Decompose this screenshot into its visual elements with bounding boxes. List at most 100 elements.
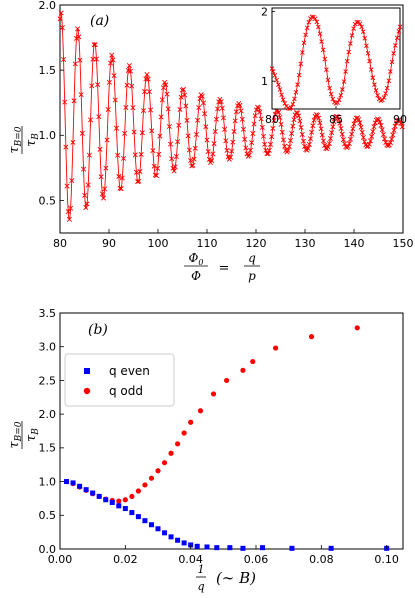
- legend-label-q-even: q even: [109, 364, 150, 378]
- panel-a-data: [57, 10, 405, 222]
- inset-point: [288, 105, 294, 110]
- x-tick-label: 90: [102, 237, 116, 250]
- panel-a-point: [310, 123, 316, 129]
- panel-a-point: [279, 129, 285, 135]
- panel-a-point: [110, 57, 116, 63]
- y-tick-label: 1.0: [39, 475, 57, 488]
- panel-a-point: [218, 99, 224, 105]
- panel-a-point: [180, 86, 186, 92]
- panel-a-point: [175, 139, 181, 145]
- panel-a-point: [269, 134, 275, 140]
- y-tick-label: 1.0: [39, 129, 57, 142]
- inset-point: [359, 24, 364, 30]
- y-tick-label: 0.5: [39, 194, 57, 207]
- panel-a-point: [377, 119, 383, 125]
- panel-a-point: [117, 185, 123, 191]
- panel-a-point: [264, 151, 270, 157]
- panel-a-x-ticks: 80 90 100 110 120 130 140 150: [53, 229, 414, 250]
- panel-a-point: [250, 130, 256, 136]
- inset-point: [364, 43, 369, 49]
- svg-text:q: q: [248, 251, 256, 265]
- panel-a-point: [178, 94, 184, 100]
- inset-point: [328, 91, 334, 97]
- panel-a-point: [306, 141, 312, 147]
- panel-a-point: [188, 158, 194, 164]
- panel-a-point: [335, 114, 341, 120]
- panel-a-point: [258, 116, 264, 122]
- panel-a-point: [170, 165, 176, 171]
- inset-point: [282, 101, 288, 106]
- legend-label-q-odd: q odd: [109, 384, 143, 398]
- svg-text:q: q: [197, 580, 204, 593]
- panel-a-point: [291, 117, 297, 123]
- x-tick-label: 85: [329, 113, 343, 126]
- panel-a-point: [210, 151, 216, 157]
- inset-point: [396, 29, 402, 34]
- panel-a-point: [367, 138, 373, 144]
- panel-a-point: [204, 137, 210, 143]
- panel-a-point: [240, 126, 246, 132]
- inset-point: [348, 41, 353, 46]
- panel-a-point: [151, 163, 157, 169]
- panel-a-point: [267, 141, 274, 147]
- panel-a-point: [59, 25, 65, 31]
- inset-point: [373, 88, 379, 93]
- panel-a-point: [259, 124, 265, 130]
- panel-a-point: [135, 179, 141, 185]
- q-odd-point: [148, 475, 155, 481]
- panel-a-point: [176, 122, 182, 128]
- q-odd-point: [161, 460, 168, 466]
- x-tick-label: 80: [53, 237, 67, 250]
- panel-a-point: [160, 85, 167, 91]
- inset-point: [295, 82, 300, 87]
- panel-a-point: [331, 119, 337, 125]
- q-even-point: [194, 543, 200, 549]
- panel-a-point: [252, 113, 258, 119]
- panel-a-point: [177, 106, 183, 113]
- panel-a-point: [271, 118, 277, 124]
- panel-a-point: [76, 34, 82, 40]
- inset-point: [274, 77, 279, 83]
- inset-point: [354, 19, 360, 25]
- inset-point: [314, 19, 320, 25]
- panel-a-point: [233, 109, 239, 115]
- panel-a-point: [70, 139, 76, 145]
- panel-a-point: [138, 151, 144, 157]
- panel-a-point: [391, 127, 397, 133]
- panel-a-point: [209, 158, 215, 164]
- inset-point: [375, 93, 380, 98]
- panel-a-point: [140, 108, 147, 114]
- panel-a-point: [195, 117, 201, 123]
- inset-point: [312, 16, 318, 22]
- panel-a-point: [172, 164, 178, 170]
- inset-point: [343, 69, 348, 74]
- panel-a-point: [88, 117, 94, 123]
- panel-a-point: [72, 61, 78, 67]
- panel-a-point: [232, 118, 238, 124]
- panel-a-point: [362, 139, 368, 145]
- panel-a-point: [270, 125, 276, 131]
- inset-point: [316, 24, 321, 30]
- panel-a-point: [353, 115, 359, 121]
- panel-a-point: [98, 174, 104, 180]
- panel-a-axes-frame: [59, 4, 404, 234]
- panel-a-point: [171, 168, 177, 174]
- panel-a-point: [389, 136, 395, 142]
- inset-point: [338, 93, 344, 98]
- svg-text:τB=0: τB=0: [7, 126, 24, 153]
- panel-a-point: [205, 148, 211, 155]
- panel-a-point: [190, 162, 196, 168]
- panel-a-point: [337, 120, 343, 126]
- panel-a-point: [89, 83, 95, 89]
- q-odd-point: [354, 325, 360, 331]
- panel-a-point: [113, 125, 119, 131]
- q-odd-point: [168, 450, 174, 456]
- panel-a-point: [390, 132, 396, 138]
- inset-point: [322, 56, 328, 62]
- panel-a-point: [156, 151, 162, 157]
- inset-point: [279, 92, 284, 98]
- panel-b-x-ticks: 0.00 0.02 0.04 0.06 0.08 0.10: [48, 545, 399, 566]
- panel-a-point: [115, 152, 121, 158]
- panel-a-x-label: Φ0 Φ = q p: [184, 251, 260, 283]
- panel-a-point: [99, 191, 105, 197]
